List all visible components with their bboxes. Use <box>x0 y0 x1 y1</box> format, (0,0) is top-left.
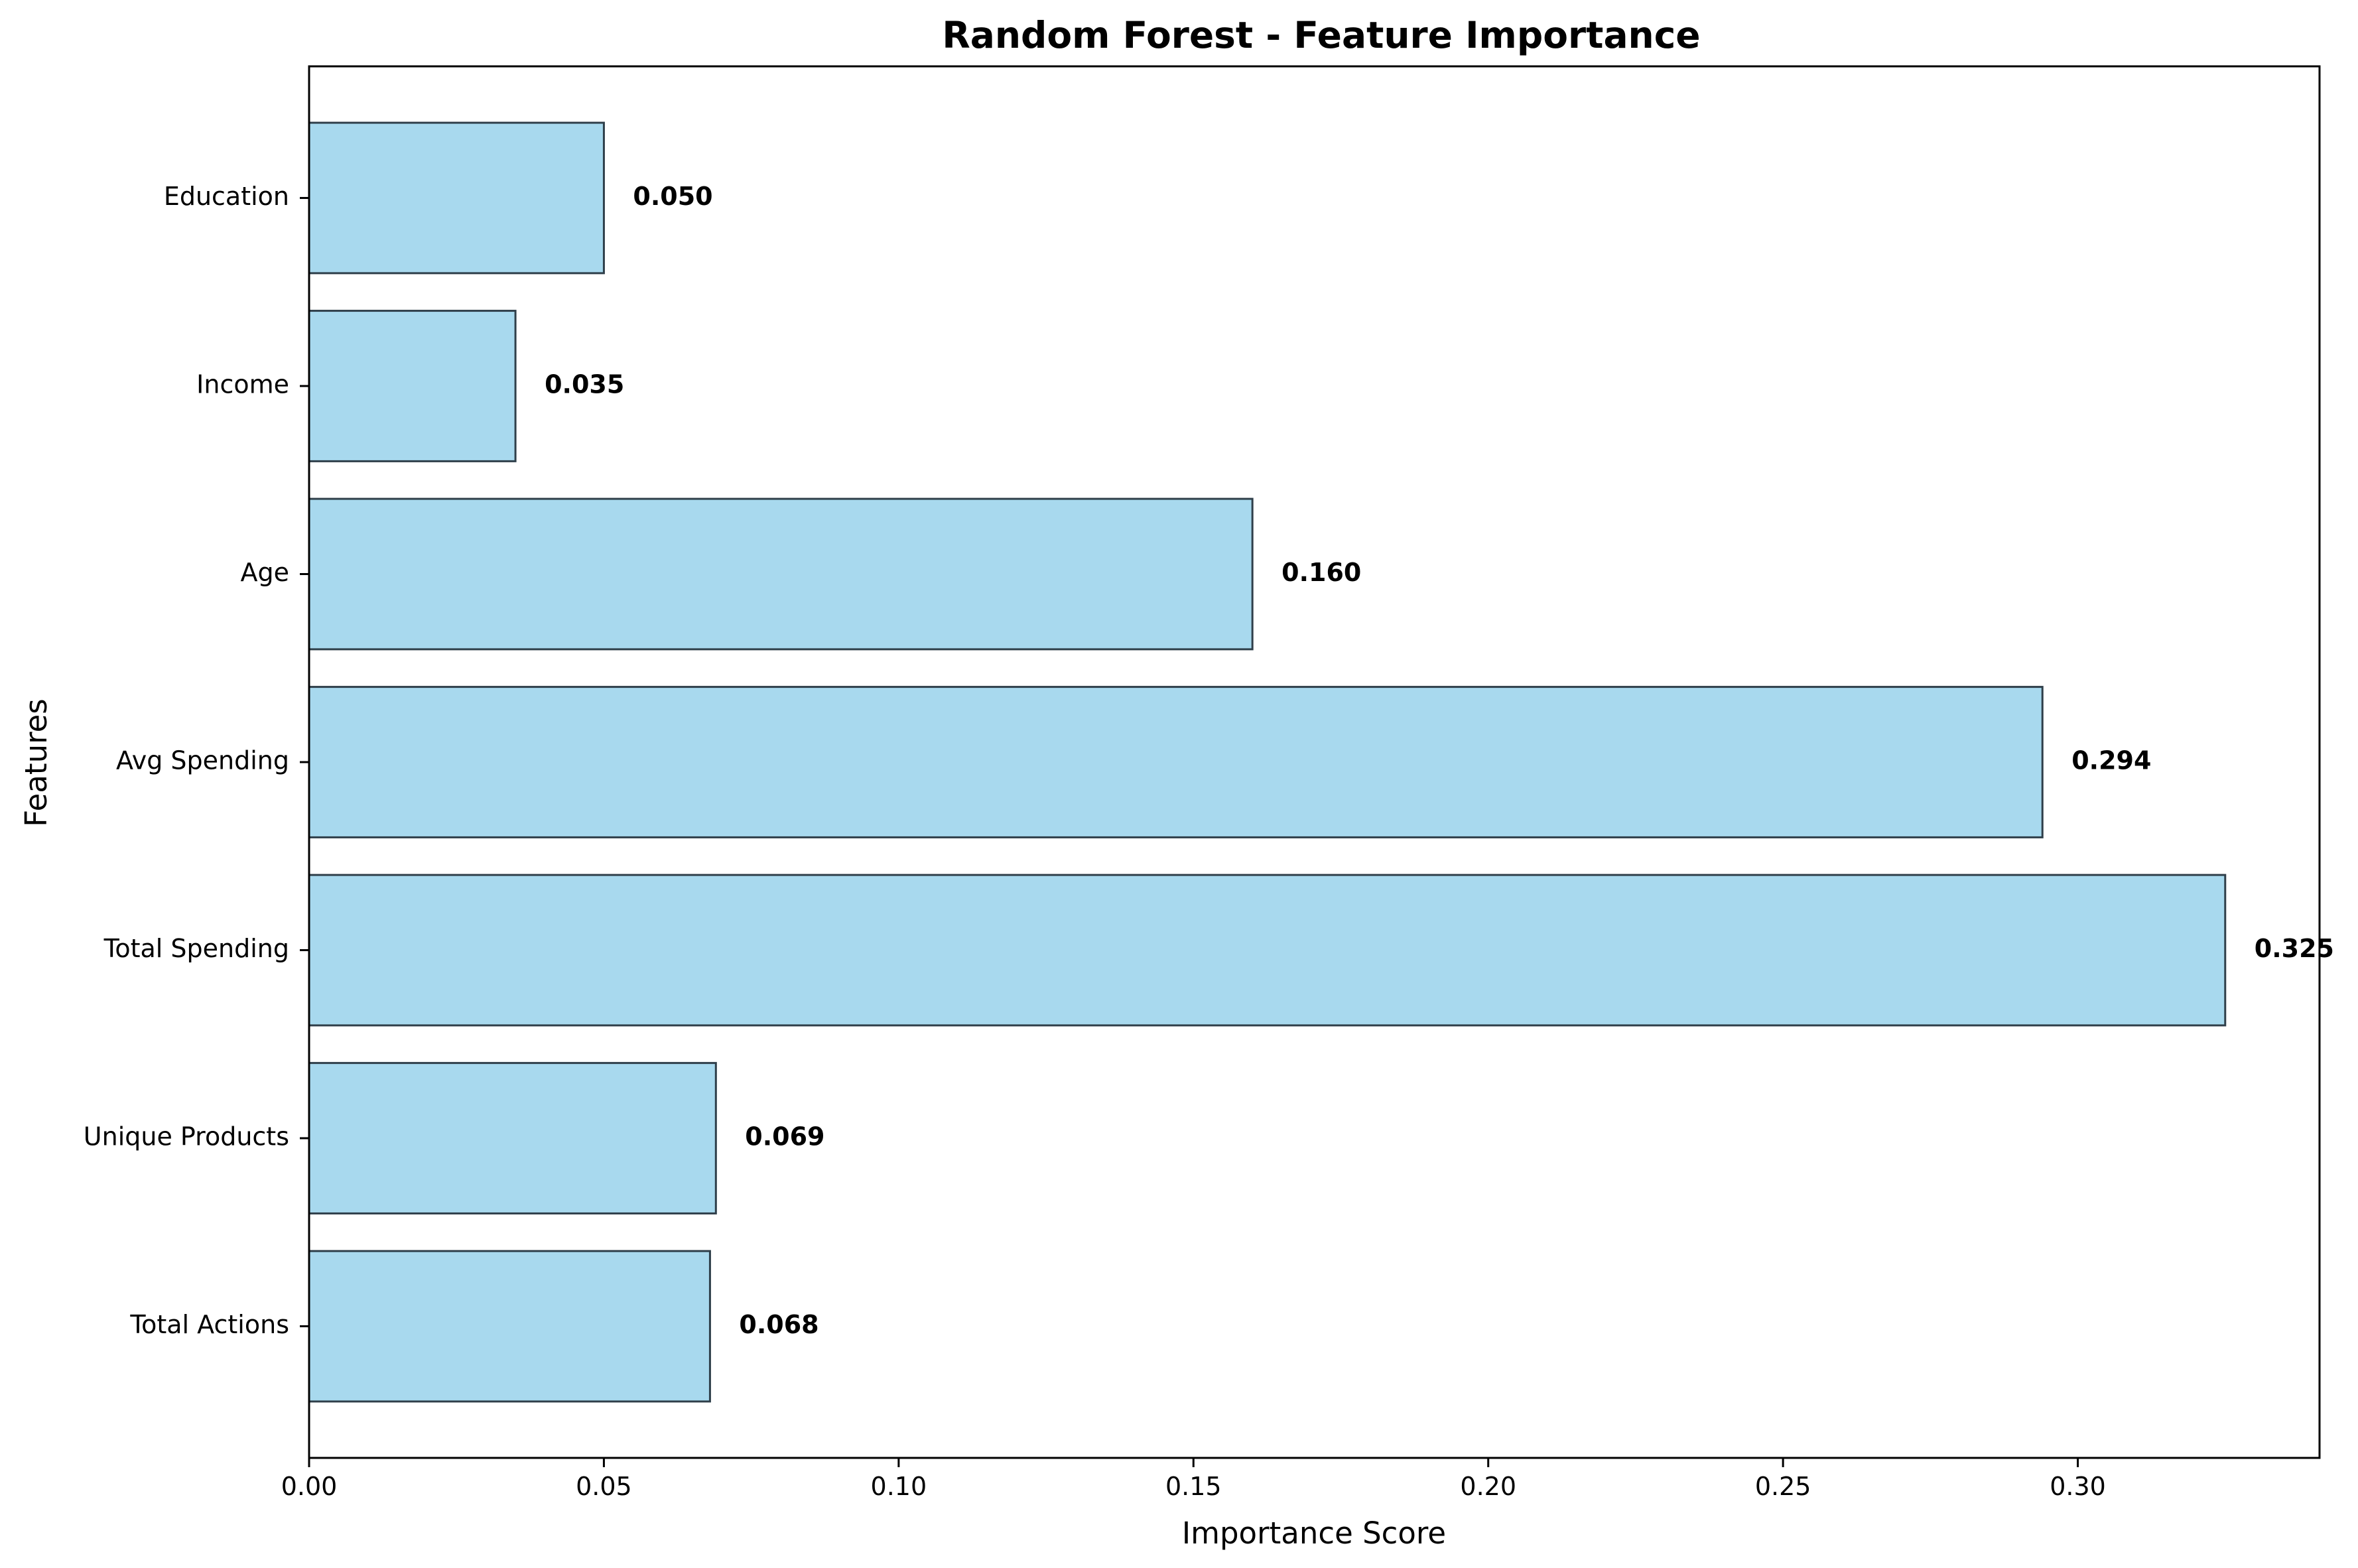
y-tick-label-total-actions: Total Actions <box>129 1310 289 1339</box>
chart-title: Random Forest - Feature Importance <box>942 14 1700 56</box>
y-tick-label-education: Education <box>164 182 289 211</box>
y-axis-ticks: Total Actions Unique Products Total Spendi… <box>84 182 309 1339</box>
y-tick-label-age: Age <box>241 558 290 587</box>
bar-total-spending <box>308 874 2227 1027</box>
data-label-unique-products: 0.069 <box>745 1122 824 1151</box>
x-tick-label-5: 0.25 <box>1755 1472 1811 1501</box>
y-axis-label: Features <box>19 698 54 827</box>
x-tick-label-1: 0.05 <box>576 1472 632 1501</box>
data-label-income: 0.035 <box>545 369 624 399</box>
bars-group <box>308 121 2227 1403</box>
data-label-age: 0.160 <box>1281 558 1361 587</box>
x-tick-label-6: 0.30 <box>2050 1472 2106 1501</box>
x-tick-label-4: 0.20 <box>1460 1472 1516 1501</box>
x-tick-label-2: 0.10 <box>871 1472 927 1501</box>
x-axis-ticks: 0.00 0.05 0.10 0.15 0.20 0.25 0.30 <box>281 1458 2106 1501</box>
plot-area-frame <box>308 65 2321 1459</box>
bar-avg-spending <box>308 686 2044 838</box>
data-label-total-actions: 0.068 <box>739 1310 819 1339</box>
y-tick-label-unique-products: Unique Products <box>84 1122 289 1151</box>
y-tick-label-total-spending: Total Spending <box>103 934 289 963</box>
data-label-total-spending: 0.325 <box>2255 934 2334 963</box>
bar-income <box>308 310 517 462</box>
data-label-avg-spending: 0.294 <box>2071 746 2151 775</box>
bar-unique-products <box>308 1062 717 1214</box>
y-tick-label-avg-spending: Avg Spending <box>116 746 289 775</box>
bar-education <box>308 121 605 275</box>
data-labels-group: 0.068 0.069 0.325 0.294 0.160 0.035 0.050 <box>545 182 2334 1339</box>
x-axis-label: Importance Score <box>1182 1516 1446 1551</box>
data-label-education: 0.050 <box>633 182 712 211</box>
y-tick-label-income: Income <box>196 369 289 399</box>
x-tick-label-0: 0.00 <box>281 1472 338 1501</box>
x-tick-label-3: 0.15 <box>1165 1472 1222 1501</box>
bar-age <box>308 497 1254 651</box>
bar-total-actions <box>308 1250 711 1403</box>
